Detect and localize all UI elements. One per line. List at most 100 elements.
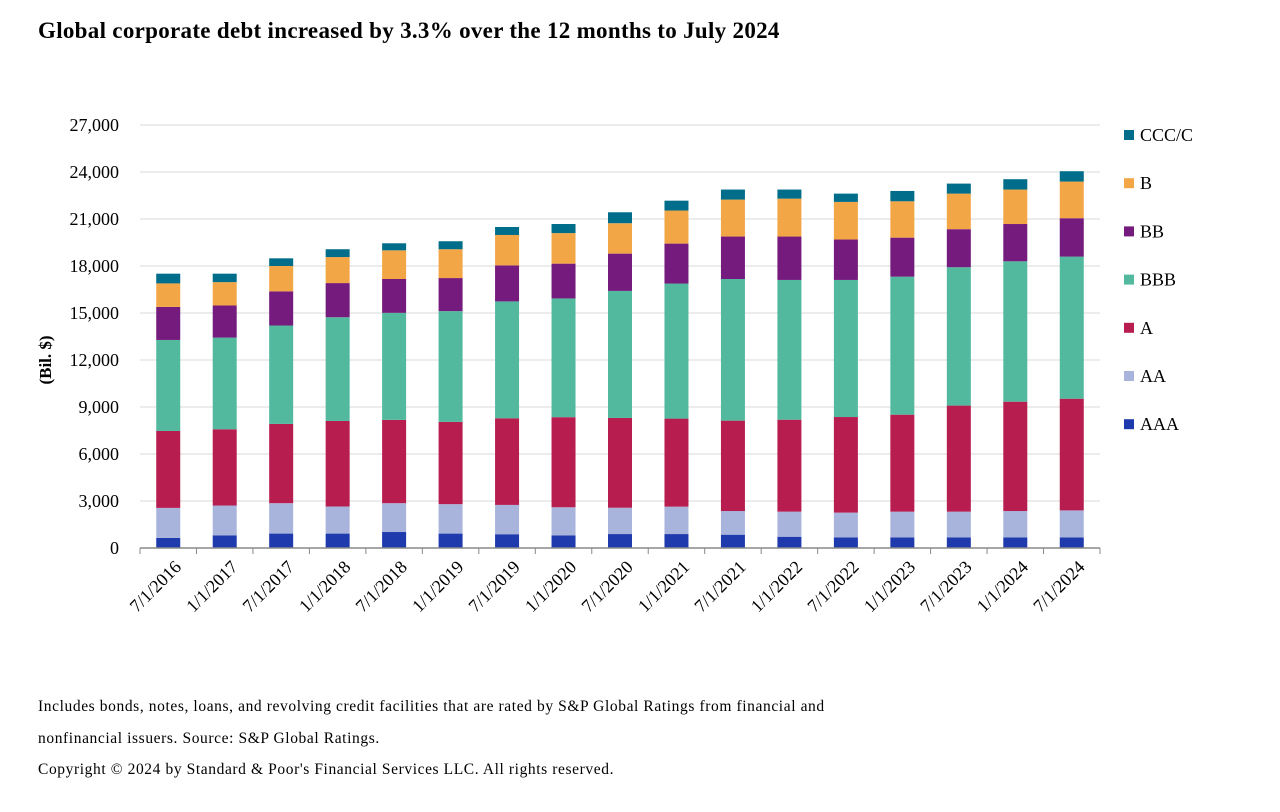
bar-segment-aaa <box>946 537 971 548</box>
chart-title: Global corporate debt increased by 3.3% … <box>38 18 780 43</box>
bar-segment-a <box>946 405 971 512</box>
bar-segment-b <box>382 250 407 280</box>
bar-segment-b <box>608 223 632 254</box>
bar-segment-bb <box>720 236 745 280</box>
bar-segment-b <box>890 201 915 238</box>
bar-segment-aaa <box>608 534 632 548</box>
bar-segment-bb <box>325 283 350 318</box>
legend-swatch <box>1124 226 1134 237</box>
bar-segment-a <box>608 417 632 508</box>
bar-segment-aa <box>1059 510 1084 538</box>
y-tick-label: 9,000 <box>79 397 120 417</box>
bar-segment-aa <box>551 507 576 536</box>
bar-segment-bbb <box>833 279 858 418</box>
legend-label: BB <box>1140 221 1164 241</box>
bar-segment-bbb <box>608 290 632 418</box>
bar-segment-cccc <box>495 226 520 235</box>
bar-segment-bbb <box>1059 256 1084 399</box>
x-tick-label: 7/1/2018 <box>352 557 411 616</box>
x-tick-label: 1/1/2023 <box>860 557 919 616</box>
bar-segment-b <box>495 234 520 266</box>
bar-segment-aa <box>269 503 294 534</box>
bar-segment-aa <box>664 506 689 535</box>
y-tick-label: 3,000 <box>79 491 120 511</box>
y-tick-label: 24,000 <box>70 162 120 182</box>
bar-segment-aa <box>212 505 237 536</box>
bar-segment-b <box>325 257 350 284</box>
x-tick-label: 7/1/2017 <box>239 557 298 616</box>
bar-segment-bb <box>608 253 632 291</box>
bar-segment-a <box>156 430 181 508</box>
x-tick-label: 7/1/2019 <box>464 557 523 616</box>
bar-segment-bb <box>551 263 576 299</box>
bar-segment-a <box>495 418 520 505</box>
legend-label: A <box>1140 318 1153 338</box>
footnote-line-2: nonfinancial issuers. Source: S&P Global… <box>38 730 380 747</box>
bar-segment-aaa <box>777 536 802 548</box>
x-tick-label: 1/1/2024 <box>973 557 1032 616</box>
bar-segment-aa <box>382 503 407 533</box>
x-tick-label: 7/1/2023 <box>916 557 975 616</box>
legend-label: AAA <box>1140 414 1179 434</box>
bar-segment-aa <box>495 504 520 535</box>
legend-label: CCC/C <box>1140 125 1193 145</box>
bar-segment-bbb <box>890 276 915 415</box>
bar-segment-aa <box>890 511 915 538</box>
bar-segment-b <box>212 282 237 306</box>
bar-segment-bbb <box>325 317 350 421</box>
bar-segment-aaa <box>551 535 576 548</box>
bar-segment-a <box>269 423 294 504</box>
bar-segment-a <box>833 417 858 513</box>
x-tick-label: 1/1/2020 <box>521 557 580 616</box>
bar-segment-bbb <box>664 283 689 419</box>
bar-segment-b <box>269 266 294 292</box>
bar-segment-aaa <box>1059 537 1084 548</box>
bar-segment-cccc <box>325 249 350 258</box>
bar-segment-a <box>664 418 689 507</box>
bar-segment-aa <box>438 504 463 534</box>
bar-segment-aaa <box>438 533 463 548</box>
bar-segment-a <box>438 421 463 505</box>
bar-segment-a <box>212 429 237 506</box>
bar-segment-b <box>156 283 181 307</box>
bar-segment-a <box>777 419 802 512</box>
bar-segment-bbb <box>212 337 237 430</box>
y-tick-label: 15,000 <box>70 303 120 323</box>
x-tick-label: 1/1/2022 <box>747 557 806 616</box>
bar-segment-bbb <box>777 279 802 420</box>
bar-segment-aaa <box>495 534 520 548</box>
bar-segment-bb <box>890 237 915 277</box>
bar-segment-aaa <box>664 534 689 548</box>
y-tick-label: 21,000 <box>70 209 120 229</box>
x-tick-label: 1/1/2018 <box>295 557 354 616</box>
bar-segment-cccc <box>269 258 294 266</box>
y-tick-label: 12,000 <box>70 350 120 370</box>
bar-segment-cccc <box>1059 171 1084 182</box>
bar-segment-bb <box>438 278 463 312</box>
bar-segment-aa <box>777 511 802 537</box>
bar-segment-aaa <box>833 537 858 548</box>
legend-swatch <box>1124 371 1134 381</box>
bar-segment-bb <box>777 236 802 280</box>
x-tick-label: 7/1/2016 <box>126 557 185 616</box>
bar-segment-b <box>664 210 689 244</box>
x-tick-label: 1/1/2019 <box>408 557 467 616</box>
bar-segment-aaa <box>325 533 350 548</box>
y-axis-label: (Bil. $) <box>36 335 55 384</box>
bar-segment-cccc <box>664 200 689 211</box>
bar-segment-bbb <box>720 279 745 421</box>
legend-label: BBB <box>1140 270 1176 290</box>
bar-segment-a <box>325 420 350 507</box>
footnote-line-1: Includes bonds, notes, loans, and revolv… <box>38 698 825 715</box>
bar-segment-bb <box>382 279 407 313</box>
bar-segment-bb <box>156 306 181 340</box>
bar-segment-cccc <box>890 190 915 202</box>
bar-segment-cccc <box>156 273 181 284</box>
bars <box>156 171 1084 548</box>
y-tick-label: 18,000 <box>70 256 120 276</box>
bar-segment-a <box>1059 398 1084 511</box>
y-tick-label: 27,000 <box>70 115 120 135</box>
y-tick-label: 0 <box>110 538 119 558</box>
bar-segment-b <box>946 193 971 230</box>
